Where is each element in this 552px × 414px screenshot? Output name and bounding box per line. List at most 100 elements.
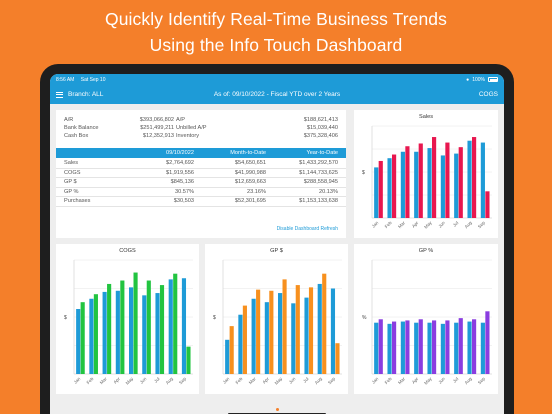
summary-value: $375,328,406 (303, 133, 338, 139)
x-tick-label: Feb (235, 376, 244, 385)
bar-prior-aug[interactable] (467, 321, 472, 374)
bar-prior-apr[interactable] (115, 290, 120, 374)
bar-current-apr[interactable] (269, 290, 274, 374)
menu-icon[interactable] (56, 91, 63, 98)
bar-prior-mar[interactable] (251, 298, 256, 374)
bar-prior-aug[interactable] (168, 279, 173, 374)
bar-prior-apr[interactable] (414, 322, 419, 374)
bar-current-feb[interactable] (93, 294, 98, 374)
bar-prior-feb[interactable] (238, 314, 243, 374)
bar-current-may[interactable] (282, 279, 287, 374)
table-row: Sales $2,764,692 $54,650,651 $1,433,292,… (56, 159, 346, 169)
bar-current-sep[interactable] (335, 343, 340, 374)
bar-prior-sep[interactable] (480, 322, 485, 374)
bar-prior-jun[interactable] (142, 295, 147, 374)
x-tick-label: Jan (73, 376, 82, 385)
bar-prior-may[interactable] (427, 322, 432, 374)
bar-current-sep[interactable] (186, 346, 191, 374)
bar-current-apr[interactable] (418, 143, 423, 218)
bar-current-jun[interactable] (295, 285, 300, 374)
bar-current-mar[interactable] (107, 283, 112, 374)
tablet-screen: 8:56 AM Sat Sep 10 ● 100% Branch: ALL As… (50, 74, 504, 414)
x-tick-label: Aug (464, 220, 474, 230)
sales-chart-card[interactable]: Sales $ Jan Feb Mar Apr May Jun Jul Aug Sep (354, 110, 498, 238)
bar-current-feb[interactable] (242, 305, 247, 374)
bar-current-jun[interactable] (445, 142, 450, 218)
bar-prior-jul[interactable] (454, 322, 459, 374)
bar-current-jan[interactable] (80, 302, 85, 374)
disable-refresh-link[interactable]: Disable Dashboard Refresh (276, 226, 338, 232)
bar-current-feb[interactable] (392, 321, 397, 374)
bar-current-may[interactable] (432, 137, 437, 218)
bar-current-mar[interactable] (405, 320, 410, 374)
bar-current-aug[interactable] (173, 273, 178, 374)
chart-svg: $ Jan Feb Mar Apr May Jun Jul Aug Sep (64, 259, 193, 386)
bar-prior-apr[interactable] (414, 151, 419, 218)
bar-current-may[interactable] (432, 320, 437, 374)
bar-current-mar[interactable] (405, 146, 410, 218)
bar-current-jul[interactable] (458, 318, 463, 374)
bar-current-sep[interactable] (485, 311, 490, 374)
bar-current-jul[interactable] (308, 287, 314, 374)
bar-current-jan[interactable] (229, 326, 234, 374)
bar-current-may[interactable] (133, 272, 138, 374)
bar-prior-mar[interactable] (102, 291, 107, 374)
column-header: Year-to-Date (306, 150, 338, 156)
bar-prior-jul[interactable] (304, 297, 309, 374)
bar-current-jul[interactable] (458, 147, 463, 218)
bar-prior-jun[interactable] (291, 303, 296, 374)
bar-current-aug[interactable] (472, 319, 477, 374)
wifi-icon: ● (466, 76, 470, 83)
bar-prior-jan[interactable] (76, 309, 81, 374)
bar-prior-may[interactable] (427, 148, 432, 218)
x-tick-label: Sep (477, 220, 487, 230)
bar-current-jun[interactable] (146, 280, 151, 374)
bar-prior-jul[interactable] (155, 293, 160, 374)
table-row: GP % 30.57% 23.16% 20.13% (56, 188, 346, 197)
bar-prior-aug[interactable] (317, 283, 322, 374)
gp-dollar-chart-card[interactable]: GP $ $ Jan Feb Mar Apr May Jun Jul Aug Sep (205, 244, 348, 394)
bar-current-jan[interactable] (378, 319, 383, 374)
table-cell: $41,990,988 (234, 169, 266, 176)
x-tick-label: Apr (261, 376, 270, 385)
bar-current-jun[interactable] (445, 320, 450, 374)
page-indicator-dot[interactable] (276, 408, 279, 411)
bar-current-feb[interactable] (392, 154, 397, 218)
bar-prior-mar[interactable] (400, 321, 405, 374)
y-axis-label: $ (213, 315, 216, 321)
bar-prior-apr[interactable] (264, 302, 269, 374)
bar-prior-jul[interactable] (454, 153, 459, 218)
x-tick-label: Jan (371, 376, 380, 385)
bar-current-aug[interactable] (322, 273, 327, 374)
bar-current-sep[interactable] (485, 191, 490, 218)
cogs-button[interactable]: COGS (478, 91, 498, 98)
bar-current-aug[interactable] (472, 137, 477, 218)
bar-prior-jan[interactable] (225, 339, 230, 374)
bar-prior-sep[interactable] (181, 278, 187, 374)
bar-prior-may[interactable] (129, 287, 134, 374)
bar-prior-sep[interactable] (480, 142, 485, 218)
bar-prior-mar[interactable] (400, 151, 405, 218)
bar-prior-feb[interactable] (387, 323, 392, 374)
bar-prior-jun[interactable] (440, 155, 445, 218)
bar-prior-aug[interactable] (467, 140, 472, 218)
bar-prior-may[interactable] (278, 293, 283, 374)
bar-prior-feb[interactable] (89, 298, 94, 374)
bar-current-jan[interactable] (378, 160, 383, 218)
gp-percent-chart-card[interactable]: GP %% Jan Feb Mar Apr May Jun Jul Aug Sep (354, 244, 498, 394)
bar-prior-feb[interactable] (387, 158, 392, 218)
bar-current-apr[interactable] (120, 280, 125, 374)
cogs-chart-card[interactable]: COGS $ Jan Feb Mar Apr May Jun Jul Aug Sep (56, 244, 199, 394)
bar-current-apr[interactable] (418, 319, 423, 374)
bar-current-jul[interactable] (159, 285, 165, 374)
x-tick-label: May (125, 376, 135, 386)
bar-current-mar[interactable] (256, 289, 261, 374)
branch-selector[interactable]: Branch: ALL (68, 91, 104, 98)
bar-prior-jan[interactable] (374, 322, 379, 374)
summary-row: Cash Box $12,352,913 Inventory $375,328,… (64, 132, 338, 140)
bar-prior-jan[interactable] (374, 167, 379, 218)
x-tick-label: Aug (314, 376, 324, 386)
bar-prior-sep[interactable] (330, 288, 336, 375)
bar-prior-jun[interactable] (440, 323, 445, 374)
table-cell: 30.57% (175, 188, 194, 195)
